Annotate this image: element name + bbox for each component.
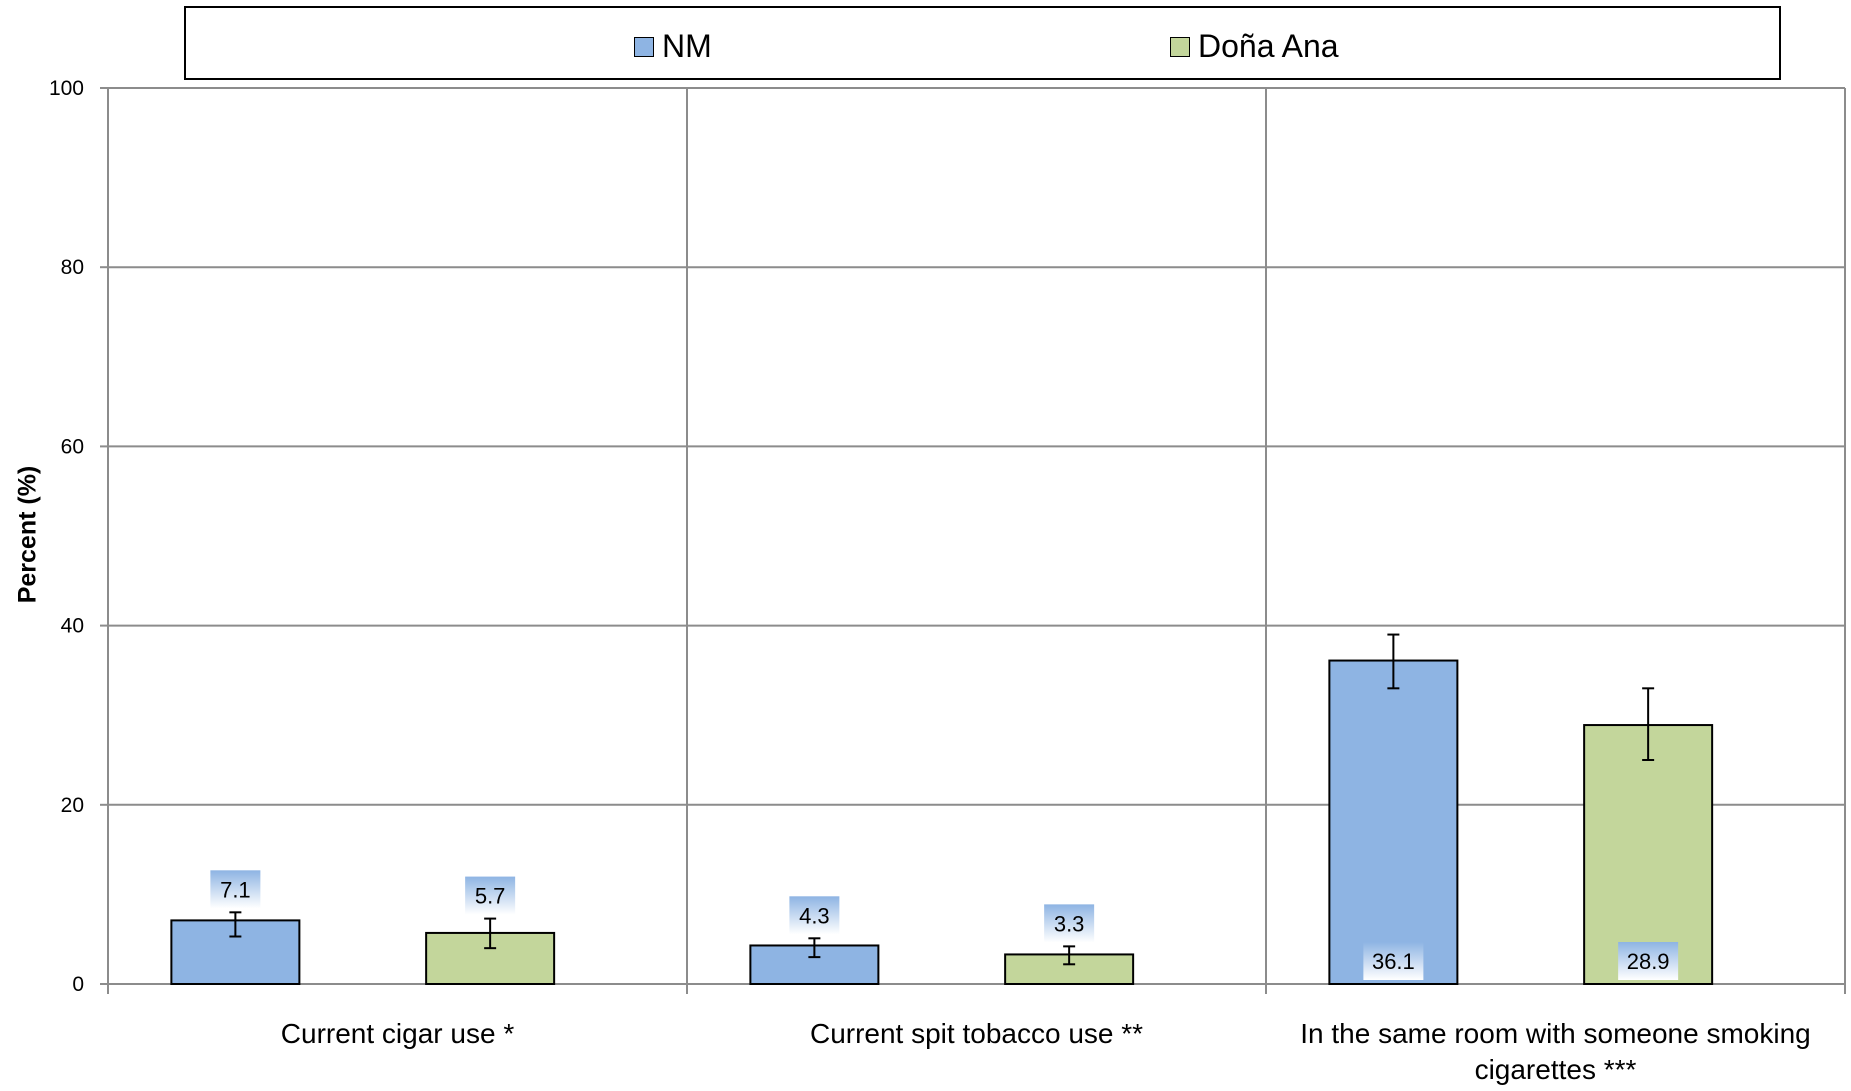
data-label-1-2: 28.9 xyxy=(1627,949,1670,974)
x-category-label-1-0: Current spit tobacco use ** xyxy=(810,1018,1143,1049)
axes: 0 20 40 60 80 100 Current cigar use * Current s… xyxy=(49,77,1845,1085)
data-label-1-0: 5.7 xyxy=(475,884,506,909)
data-label-bg-0-0 xyxy=(210,870,261,909)
x-category-label-0-0: Current cigar use * xyxy=(281,1018,515,1049)
bar-1-0 xyxy=(425,931,556,985)
y-tick-label-80: 80 xyxy=(61,256,84,279)
bar-0-2 xyxy=(1328,659,1459,985)
y-tick-label-40: 40 xyxy=(61,615,84,638)
legend-swatch-nm xyxy=(634,36,654,57)
bar-1-2 xyxy=(1583,724,1714,986)
y-tick-label-60: 60 xyxy=(61,435,84,458)
data-label-0-2: 36.1 xyxy=(1372,949,1415,974)
x-category-label-2-1: cigarettes *** xyxy=(1475,1054,1637,1085)
data-label-1-1: 3.3 xyxy=(1054,911,1085,936)
legend-label-dona-ana: Doña Ana xyxy=(1198,28,1339,64)
y-axis-title: Percent (%) xyxy=(13,465,42,604)
bars xyxy=(170,633,1714,986)
data-label-bg-1-1 xyxy=(1044,904,1095,943)
legend: NM Doña Ana xyxy=(184,6,1781,80)
data-label-0-0: 7.1 xyxy=(220,877,251,902)
y-tick-label-0: 0 xyxy=(72,973,84,996)
legend-label-nm: NM xyxy=(662,28,712,64)
legend-item-nm: NM xyxy=(634,28,712,65)
data-label-bg-1-2 xyxy=(1618,942,1679,980)
data-label-bg-1-0 xyxy=(465,876,516,915)
data-label-bg-0-2 xyxy=(1363,942,1424,980)
y-tick-label-20: 20 xyxy=(61,794,84,817)
data-labels: 7.1 4.3 36.1 5.7 3.3 28.9 xyxy=(210,870,1679,980)
data-label-bg-0-1 xyxy=(789,896,840,935)
y-tick-label-100: 100 xyxy=(49,77,84,100)
legend-swatch-dona-ana xyxy=(1170,36,1190,57)
x-category-label-2-0: In the same room with someone smoking xyxy=(1300,1018,1810,1049)
data-label-0-1: 4.3 xyxy=(799,903,830,928)
legend-item-dona-ana: Doña Ana xyxy=(1170,28,1339,65)
